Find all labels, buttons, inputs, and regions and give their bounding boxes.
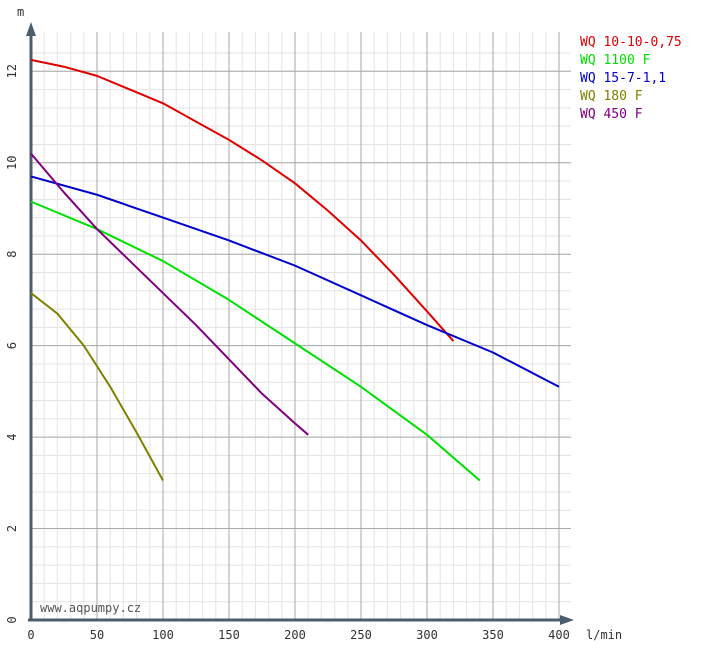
- legend-item: WQ 1100 F: [580, 53, 651, 68]
- y-tick-label: 10: [5, 156, 19, 170]
- series-line: [30, 200, 481, 482]
- x-tick-label: 50: [90, 628, 104, 642]
- axes: [26, 22, 574, 625]
- y-axis-label: m: [17, 5, 24, 19]
- x-tick-label: 100: [152, 628, 174, 642]
- watermark: www.aqpumpy.cz: [40, 601, 141, 615]
- x-tick-label: 250: [350, 628, 372, 642]
- tick-labels: 0 50 100 150 200 250 300 350 400 0 2 4 6 8 10 12: [5, 64, 570, 642]
- x-tick-label: 150: [218, 628, 240, 642]
- x-tick-label: 0: [27, 628, 34, 642]
- legend-item: WQ 15-7-1,1: [580, 71, 667, 86]
- x-axis-label: l/min: [586, 628, 622, 642]
- series-line: [30, 58, 455, 342]
- y-tick-label: 2: [5, 525, 19, 532]
- series-line: [30, 152, 309, 436]
- x-axis-arrow: [560, 615, 574, 625]
- y-tick-label: 4: [5, 433, 19, 440]
- x-tick-label: 400: [548, 628, 570, 642]
- y-tick-label: 6: [5, 342, 19, 349]
- legend-item: WQ 10-10-0,75: [580, 35, 682, 50]
- y-axis-arrow: [26, 22, 36, 36]
- series-line: [30, 175, 560, 388]
- y-tick-label: 8: [5, 251, 19, 258]
- series-line: [30, 292, 164, 482]
- y-tick-label: 12: [5, 64, 19, 78]
- x-tick-label: 300: [416, 628, 438, 642]
- grid: [31, 32, 571, 620]
- series-lines: [30, 58, 560, 482]
- legend-item: WQ 450 F: [580, 107, 643, 122]
- legend-item: WQ 180 F: [580, 89, 643, 104]
- x-tick-label: 200: [284, 628, 306, 642]
- y-tick-label: 0: [5, 616, 19, 623]
- x-tick-label: 350: [482, 628, 504, 642]
- legend: WQ 10-10-0,75 WQ 1100 F WQ 15-7-1,1 WQ 180 …: [580, 34, 682, 124]
